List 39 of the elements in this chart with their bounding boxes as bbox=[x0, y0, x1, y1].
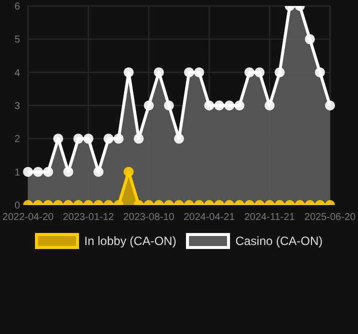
point bbox=[144, 100, 154, 110]
point bbox=[204, 100, 214, 110]
point bbox=[134, 134, 144, 144]
point bbox=[164, 100, 174, 110]
y-tick-label: 4 bbox=[14, 68, 20, 79]
point bbox=[174, 134, 184, 144]
y-tick-label: 6 bbox=[14, 2, 20, 13]
point bbox=[304, 34, 315, 44]
point bbox=[184, 67, 194, 78]
x-tick-label: 2024-04-21 bbox=[184, 212, 236, 224]
x-tick-label: 2023-08-10 bbox=[123, 212, 175, 224]
point bbox=[234, 100, 244, 110]
point bbox=[314, 67, 325, 78]
y-tick-label: 3 bbox=[14, 101, 20, 112]
y-tick-label: 1 bbox=[14, 167, 20, 178]
point bbox=[264, 100, 275, 110]
point bbox=[244, 67, 254, 78]
y-tick-label: 0 bbox=[14, 200, 20, 212]
x-tick-label: 2024-11-21 bbox=[244, 212, 296, 224]
point bbox=[53, 134, 64, 144]
point bbox=[224, 100, 234, 110]
point bbox=[254, 67, 265, 78]
point bbox=[194, 67, 204, 78]
x-tick-label: 2025-06-20 bbox=[304, 212, 356, 224]
y-tick-label: 2 bbox=[14, 134, 20, 146]
point bbox=[124, 67, 134, 78]
y-tick-label: 5 bbox=[14, 34, 20, 46]
x-tick-label: 2023-01-12 bbox=[62, 212, 114, 224]
point bbox=[83, 134, 94, 144]
point bbox=[154, 67, 164, 78]
point bbox=[325, 100, 335, 110]
point bbox=[104, 134, 114, 144]
point bbox=[73, 134, 84, 144]
point bbox=[114, 134, 124, 144]
point bbox=[274, 67, 285, 78]
legend-label: In lobby (CA-ON) bbox=[84, 234, 176, 248]
x-tick-label: 2022-04-20 bbox=[2, 212, 54, 224]
legend-label: Casino (CA-ON) bbox=[235, 234, 323, 248]
point bbox=[214, 100, 224, 110]
